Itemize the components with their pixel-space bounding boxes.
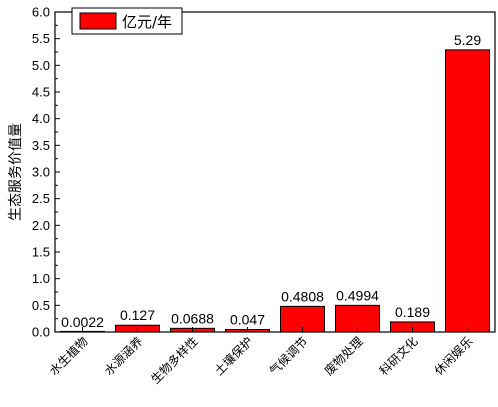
y-tick-label: 0.0 — [32, 325, 50, 340]
x-category-label: 土壤保护 — [211, 334, 256, 379]
data-label: 0.047 — [230, 311, 265, 327]
x-category-label: 气候调节 — [266, 334, 311, 379]
data-label: 0.127 — [120, 307, 155, 323]
y-tick-label: 5.5 — [32, 31, 50, 46]
x-category-label: 休闲娱乐 — [432, 334, 476, 378]
y-tick-label: 3.0 — [32, 165, 50, 180]
bars — [60, 49, 490, 333]
y-tick-label: 5.0 — [32, 58, 50, 73]
data-label: 0.4994 — [336, 287, 379, 303]
x-category-label: 水源涵养 — [101, 334, 146, 379]
x-category-label: 废物处理 — [321, 334, 366, 379]
y-tick-label: 2.5 — [32, 191, 50, 206]
y-axis: 0.0 0.5 1.0 1.5 2.0 2.5 3.0 3.5 4.0 4.5 5.0 5.5 6.0 — [32, 5, 60, 340]
y-tick-label: 2.0 — [32, 218, 50, 233]
x-category-label: 科研文化 — [376, 334, 421, 379]
plot-frame — [54, 11, 496, 333]
bar — [445, 49, 490, 333]
y-axis-title: 生态服务价值量 — [8, 123, 24, 221]
data-label: 5.29 — [454, 32, 481, 48]
data-label: 0.189 — [395, 304, 430, 320]
y-tick-label: 0.5 — [32, 298, 50, 313]
x-axis-category-labels: 水生植物 水源涵养 生物多样性 土壤保护 气候调节 废物处理 科研文化 休闲娱乐 — [46, 327, 476, 387]
data-label: 0.4808 — [281, 288, 324, 304]
data-label: 0.0688 — [171, 310, 214, 326]
data-labels: 0.0022 0.127 0.0688 0.047 0.4808 0.4994 0.189 5… — [61, 32, 481, 330]
y-tick-label: 3.5 — [32, 138, 50, 153]
y-tick-label: 4.0 — [32, 111, 50, 126]
legend: 亿元/年 — [71, 7, 183, 35]
legend-label: 亿元/年 — [122, 13, 172, 31]
x-category-label: 水生植物 — [46, 334, 91, 379]
y-tick-label: 1.0 — [32, 271, 50, 286]
y-tick-label: 4.5 — [32, 85, 50, 100]
x-category-label: 生物多样性 — [148, 334, 201, 387]
data-label: 0.0022 — [61, 314, 104, 330]
legend-swatch — [79, 12, 117, 30]
y-tick-label: 6.0 — [32, 5, 50, 20]
y-tick-label: 1.5 — [32, 245, 50, 260]
